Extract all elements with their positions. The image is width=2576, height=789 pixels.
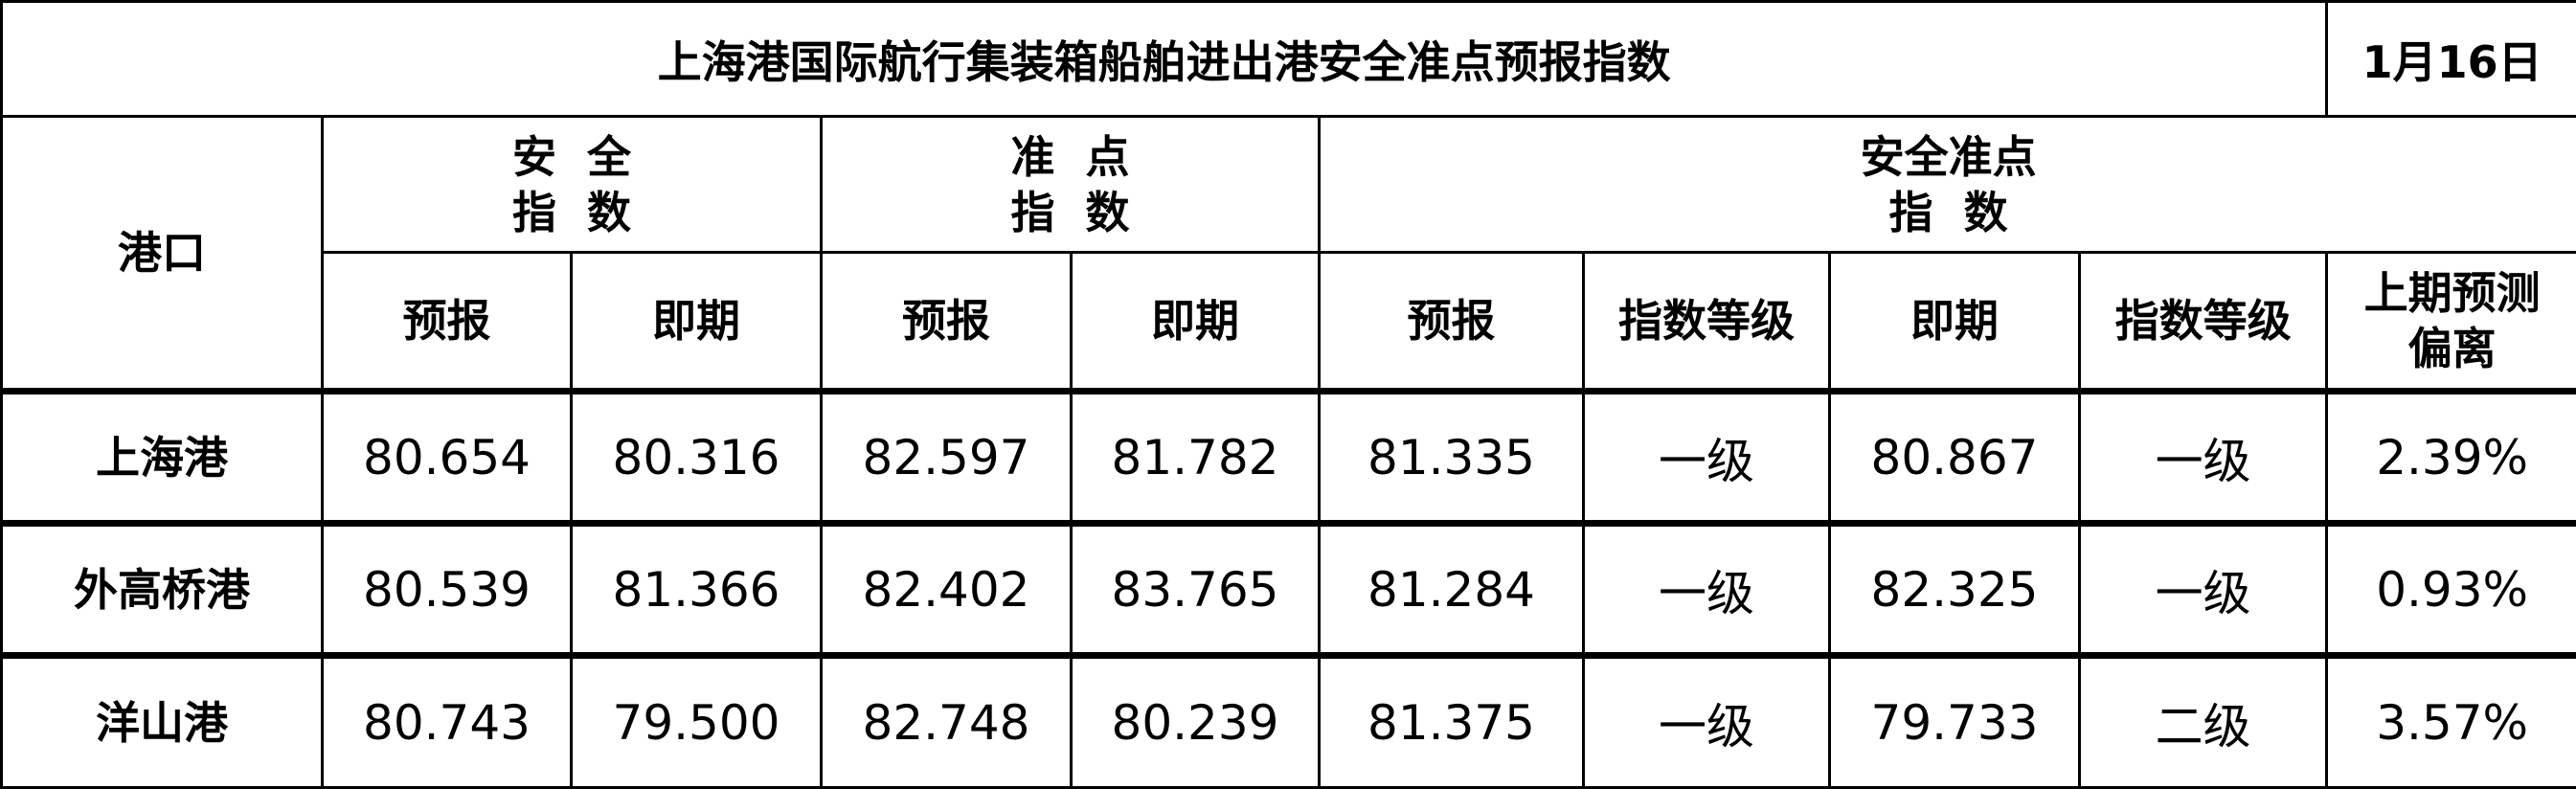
port-name: 外高桥港 <box>2 524 323 656</box>
table-title: 上海港国际航行集装箱船舶进出港安全准点预报指数 <box>2 2 2327 117</box>
cell: 81.366 <box>572 524 822 656</box>
cell: 81.782 <box>1072 392 1320 524</box>
cell: 80.654 <box>323 392 572 524</box>
cell: 82.325 <box>1830 524 2080 656</box>
safety-punctuality-index-header: 安全准点 指 数 <box>1320 117 2576 253</box>
port-header: 港口 <box>2 117 323 392</box>
cell: 80.743 <box>323 656 572 788</box>
cell: 83.765 <box>1072 524 1320 656</box>
cell: 82.748 <box>822 656 1072 788</box>
cell: 82.402 <box>822 524 1072 656</box>
cell: 79.733 <box>1830 656 2080 788</box>
cell: 80.316 <box>572 392 822 524</box>
cell: 81.375 <box>1320 656 1584 788</box>
subheader-current: 即期 <box>572 253 822 392</box>
table-row: 上海港 80.654 80.316 82.597 81.782 81.335 一… <box>2 392 2576 524</box>
subheader-deviation: 上期预测 偏离 <box>2327 253 2576 392</box>
table-row: 外高桥港 80.539 81.366 82.402 83.765 81.284 … <box>2 524 2576 656</box>
cell: 二级 <box>2080 656 2327 788</box>
cell: 一级 <box>2080 392 2327 524</box>
port-name: 洋山港 <box>2 656 323 788</box>
cell: 81.335 <box>1320 392 1584 524</box>
cell: 81.284 <box>1320 524 1584 656</box>
subheader-grade: 指数等级 <box>2080 253 2327 392</box>
cell: 一级 <box>1584 524 1830 656</box>
subheader-forecast: 预报 <box>1320 253 1584 392</box>
cell: 一级 <box>2080 524 2327 656</box>
cell: 2.39% <box>2327 392 2576 524</box>
safety-index-header: 安 全 指 数 <box>323 117 822 253</box>
port-name: 上海港 <box>2 392 323 524</box>
subheader-grade: 指数等级 <box>1584 253 1830 392</box>
punctuality-index-header: 准 点 指 数 <box>822 117 1320 253</box>
subheader-forecast: 预报 <box>822 253 1072 392</box>
cell: 80.239 <box>1072 656 1320 788</box>
cell: 80.867 <box>1830 392 2080 524</box>
cell: 82.597 <box>822 392 1072 524</box>
subheader-current: 即期 <box>1072 253 1320 392</box>
table-row: 洋山港 80.743 79.500 82.748 80.239 81.375 一… <box>2 656 2576 788</box>
subheader-current: 即期 <box>1830 253 2080 392</box>
cell: 一级 <box>1584 392 1830 524</box>
subheader-forecast: 预报 <box>323 253 572 392</box>
cell: 0.93% <box>2327 524 2576 656</box>
date-label: 1月16日 <box>2327 2 2576 117</box>
cell: 79.500 <box>572 656 822 788</box>
cell: 3.57% <box>2327 656 2576 788</box>
cell: 一级 <box>1584 656 1830 788</box>
cell: 80.539 <box>323 524 572 656</box>
